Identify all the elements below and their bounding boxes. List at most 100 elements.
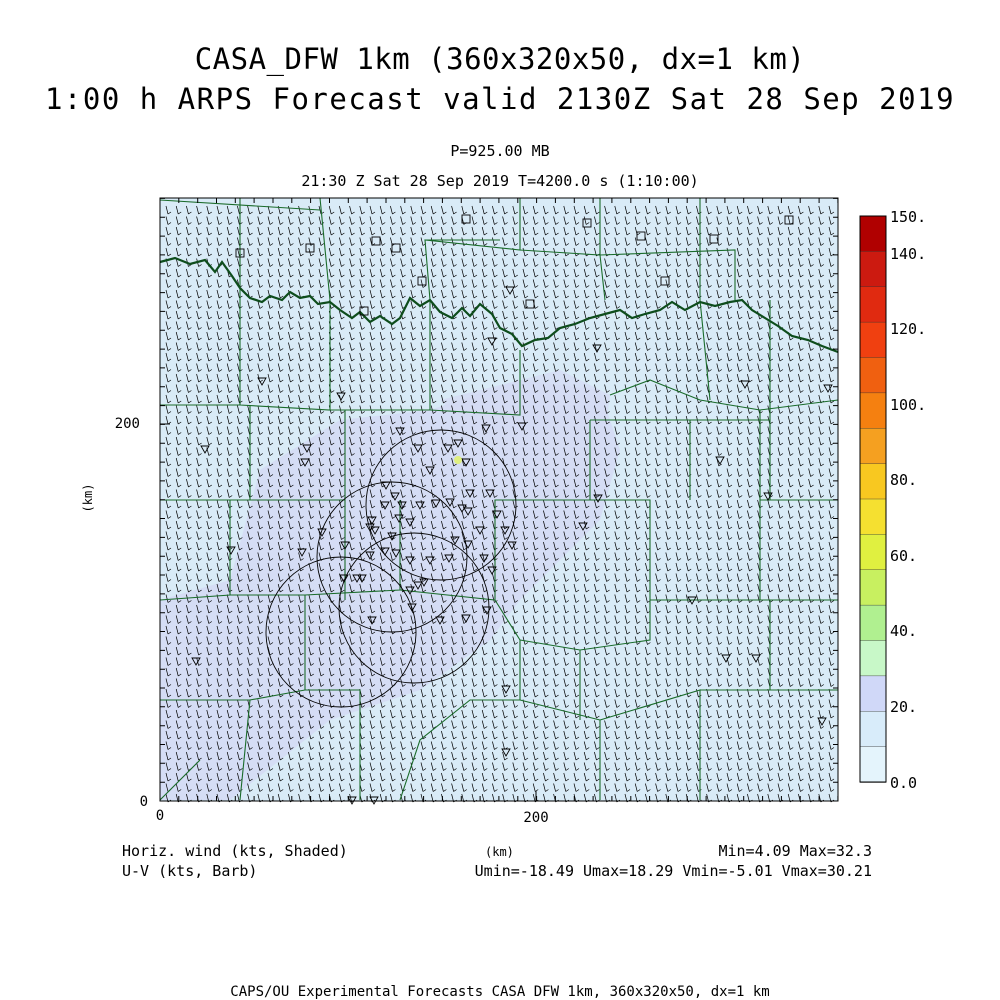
station-triangle-icon [463, 540, 473, 549]
colorbar-segment [859, 640, 887, 677]
colorbar-label: 40. [890, 622, 917, 640]
station-triangle-icon [593, 494, 603, 503]
station-square-icon [582, 218, 592, 228]
station-square-icon [525, 299, 535, 309]
station-triangle-icon [505, 286, 515, 295]
colorbar-label: 20. [890, 698, 917, 716]
wind-barb-grid [165, 205, 835, 803]
station-triangle-icon [453, 439, 463, 448]
station-triangle-icon [381, 481, 391, 490]
station-square-icon [636, 231, 646, 241]
station-triangle-icon [482, 606, 492, 615]
station-triangle-icon [257, 377, 267, 386]
colorbar-segment [859, 321, 887, 359]
station-triangle-icon [517, 422, 527, 431]
colorbar-segment [859, 711, 887, 748]
station-triangle-icon [435, 616, 445, 625]
station-triangle-icon [463, 507, 473, 516]
station-triangle-icon [365, 523, 375, 532]
colorbar-label: 60. [890, 547, 917, 565]
station-triangle-icon [405, 518, 415, 527]
station-triangle-icon [817, 717, 827, 726]
colorbar-segment [859, 675, 887, 712]
colorbar-label: 100. [890, 396, 926, 414]
wind-barbs [165, 205, 835, 803]
station-square-icon [235, 248, 245, 258]
station-square-icon [391, 243, 401, 253]
tick-marks [159, 197, 839, 802]
station-triangle-icon [297, 548, 307, 557]
y-tick-label: 0 [140, 794, 148, 810]
station-triangle-icon [352, 574, 362, 583]
station-triangle-icon [501, 685, 511, 694]
station-triangle-icon [413, 444, 423, 453]
x-tick-label: 0 [156, 808, 164, 824]
station-triangle-icon [191, 657, 201, 666]
station-triangle-icon [500, 526, 510, 535]
station-triangle-icon [823, 384, 833, 393]
station-square-icon [417, 276, 427, 286]
credit-line: CAPS/OU Experimental Forecasts CASA DFW … [230, 984, 770, 1000]
station-triangle-icon [507, 541, 517, 550]
station-triangle-icon [390, 492, 400, 501]
station-triangle-icon [425, 466, 435, 475]
title-line-1: CASA_DFW 1km (360x320x50, dx=1 km) [194, 42, 806, 76]
station-triangle-icon [487, 566, 497, 575]
highlight-point [454, 456, 462, 464]
colorbar-segment [859, 428, 887, 465]
station-triangle-icon [751, 654, 761, 663]
station-square-icon [371, 236, 381, 246]
station-triangle-icon [395, 427, 405, 436]
colorbar-segment [859, 357, 887, 394]
station-triangle-icon [357, 574, 367, 583]
station-triangle-icon [394, 514, 404, 523]
station-triangle-icon [387, 532, 397, 541]
station-triangle-icon [317, 528, 327, 537]
station-triangle-icon [492, 510, 502, 519]
colorbar-label: 120. [890, 320, 926, 338]
colorbar-segment [859, 286, 887, 323]
station-triangle-icon [721, 654, 731, 663]
station-triangle-icon [200, 445, 210, 454]
station-triangle-icon [370, 526, 380, 535]
station-triangle-icon [302, 444, 312, 453]
station-triangle-icon [481, 424, 491, 433]
colorbar-segment [859, 215, 887, 253]
station-triangle-icon [763, 492, 773, 501]
station-square-icon [709, 234, 719, 244]
colorbar-segment [859, 463, 887, 500]
colorbar-label: 0.0 [890, 774, 917, 792]
station-square-icon [660, 276, 670, 286]
colorbar-segment [859, 604, 887, 642]
station-triangle-icon [405, 586, 415, 595]
station-triangle-icon [413, 581, 423, 590]
x-tick-label: 200 [523, 810, 548, 826]
uv-stats: Umin=-18.49 Umax=18.29 Vmin=-5.01 Vmax=3… [474, 862, 872, 880]
station-triangle-icon [461, 614, 471, 623]
station-square-icon [461, 214, 471, 224]
station-triangle-icon [445, 498, 455, 507]
station-triangle-icon [475, 526, 485, 535]
station-triangle-icon [367, 616, 377, 625]
station-triangle-icon [444, 554, 454, 563]
station-triangle-icon [300, 458, 310, 467]
station-triangle-icon [740, 380, 750, 389]
axis-ticks [159, 197, 839, 802]
station-triangle-icon [380, 501, 390, 510]
colorbar-segment [859, 392, 887, 429]
colorbar-segment [859, 534, 887, 571]
station-triangle-icon [578, 522, 588, 531]
station-triangle-icon [425, 556, 435, 565]
colorbar-labels: 150. 140. 120. 100. 80. 60. 40. 20. 0.0 [890, 208, 926, 792]
station-triangle-icon [487, 337, 497, 346]
radar-range-rings [265, 429, 517, 708]
station-triangle-icon [592, 344, 602, 353]
station-triangle-icon [339, 574, 349, 583]
station-triangle-icon [365, 551, 375, 560]
min-max-stats: Min=4.09 Max=32.3 [718, 842, 872, 860]
station-triangle-icon [687, 596, 697, 605]
station-triangle-icon [336, 392, 346, 401]
station-triangle-icon [405, 556, 415, 565]
title-line-2: 1:00 h ARPS Forecast valid 2130Z Sat 28 … [44, 82, 956, 116]
